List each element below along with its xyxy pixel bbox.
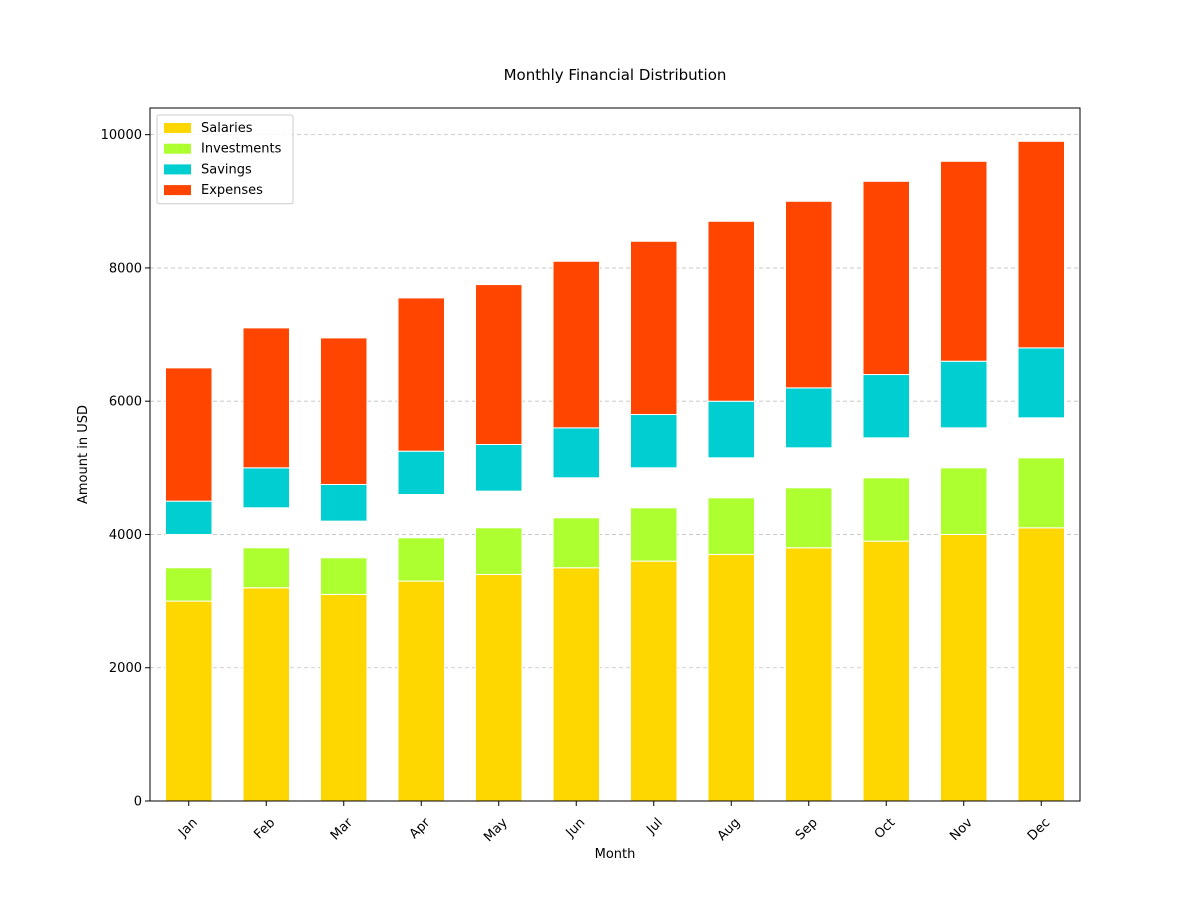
legend-swatch xyxy=(164,143,191,154)
x-axis-ticks: Jan Feb Mar Apr May Jun Jul Aug Sep Oct Nov Dec xyxy=(175,801,1053,845)
legend-swatch xyxy=(164,123,191,133)
legend-box xyxy=(156,114,294,205)
y-axis-ticks: 0 2000 4000 6000 8000 10000 xyxy=(101,128,150,810)
bar-savings-jul xyxy=(630,414,678,469)
legend-label: Expenses xyxy=(201,183,263,198)
bar-savings-nov xyxy=(940,360,988,429)
bar-expenses-sep xyxy=(785,200,833,389)
y-tick-label: 8000 xyxy=(109,261,142,276)
legend-item: Investments xyxy=(164,142,282,157)
legend: Salaries Investments Savings Expenses xyxy=(156,114,294,205)
bar-salaries-jan xyxy=(165,600,213,802)
bar-investments-jun xyxy=(552,517,600,569)
bar-salaries-jun xyxy=(552,567,600,802)
bar-salaries-may xyxy=(475,573,523,802)
grid-lines xyxy=(150,134,1080,669)
bar-salaries-mar xyxy=(320,593,368,802)
bar-savings-sep xyxy=(785,387,833,449)
legend-label: Salaries xyxy=(201,121,253,136)
bar-investments-apr xyxy=(397,537,445,582)
y-tick-label: 10000 xyxy=(101,128,142,143)
bar-expenses-feb xyxy=(242,327,290,469)
bar-savings-jan xyxy=(165,500,213,535)
bar-investments-dec xyxy=(1017,457,1065,529)
y-axis-label: Amount in USD xyxy=(76,405,91,504)
x-tick-label: Jul xyxy=(643,815,665,837)
legend-label: Investments xyxy=(201,142,282,157)
bar-salaries-sep xyxy=(785,547,833,802)
bar-expenses-apr xyxy=(397,297,445,452)
bar-expenses-jan xyxy=(165,367,213,502)
bar-investments-may xyxy=(475,527,523,575)
y-tick-label: 0 xyxy=(134,795,142,810)
x-tick-label: Sep xyxy=(793,815,821,843)
bar-expenses-jul xyxy=(630,240,678,416)
series-salaries xyxy=(165,527,1065,802)
bar-investments-sep xyxy=(785,487,833,549)
legend-item: Salaries xyxy=(164,121,253,136)
chart-title: Monthly Financial Distribution xyxy=(504,66,727,84)
bar-savings-jun xyxy=(552,427,600,479)
bar-salaries-dec xyxy=(1017,527,1065,802)
y-tick-label: 6000 xyxy=(109,395,142,410)
legend-item: Expenses xyxy=(164,183,263,198)
bar-salaries-jul xyxy=(630,560,678,802)
bar-investments-mar xyxy=(320,557,368,595)
bar-savings-dec xyxy=(1017,347,1065,419)
bar-investments-nov xyxy=(940,467,988,535)
x-tick-label: Mar xyxy=(328,815,356,843)
bar-salaries-aug xyxy=(707,553,755,802)
bar-salaries-oct xyxy=(862,540,910,802)
x-tick-label: Aug xyxy=(715,815,744,844)
bar-expenses-nov xyxy=(940,160,988,362)
bar-investments-oct xyxy=(862,477,910,542)
bar-savings-oct xyxy=(862,374,910,439)
bar-savings-may xyxy=(475,444,523,492)
y-tick-label: 4000 xyxy=(109,528,142,543)
plot-frame xyxy=(149,107,1081,802)
x-tick-label: May xyxy=(481,815,511,845)
x-tick-label: Feb xyxy=(251,815,278,842)
legend-label: Savings xyxy=(201,162,252,177)
bar-expenses-aug xyxy=(707,220,755,402)
bar-salaries-nov xyxy=(940,533,988,802)
bar-investments-jul xyxy=(630,507,678,562)
bars xyxy=(165,140,1065,802)
bar-investments-feb xyxy=(242,547,290,589)
legend-item: Savings xyxy=(164,162,252,177)
x-axis-label: Month xyxy=(595,847,636,862)
bar-expenses-oct xyxy=(862,180,910,376)
x-tick-label: Dec xyxy=(1025,815,1053,843)
series-savings xyxy=(165,347,1065,535)
y-tick-label: 2000 xyxy=(109,661,142,676)
x-tick-label: Oct xyxy=(872,815,899,842)
series-investments xyxy=(165,457,1065,602)
bar-expenses-may xyxy=(475,284,523,446)
bar-salaries-apr xyxy=(397,580,445,802)
bar-investments-aug xyxy=(707,497,755,555)
bar-savings-apr xyxy=(397,450,445,495)
legend-swatch xyxy=(164,185,191,196)
bar-expenses-mar xyxy=(320,337,368,485)
x-tick-label: Apr xyxy=(407,815,434,842)
x-tick-label: Nov xyxy=(947,815,976,844)
bar-expenses-jun xyxy=(552,260,600,429)
bar-savings-feb xyxy=(242,467,290,509)
x-tick-label: Jun xyxy=(563,815,589,841)
bar-savings-mar xyxy=(320,483,368,522)
bar-savings-aug xyxy=(707,400,755,459)
bar-investments-jan xyxy=(165,567,213,602)
series-expenses xyxy=(165,140,1065,502)
bar-salaries-feb xyxy=(242,587,290,802)
legend-swatch xyxy=(164,164,191,175)
x-tick-label: Jan xyxy=(175,815,200,840)
bar-expenses-dec xyxy=(1017,140,1065,349)
